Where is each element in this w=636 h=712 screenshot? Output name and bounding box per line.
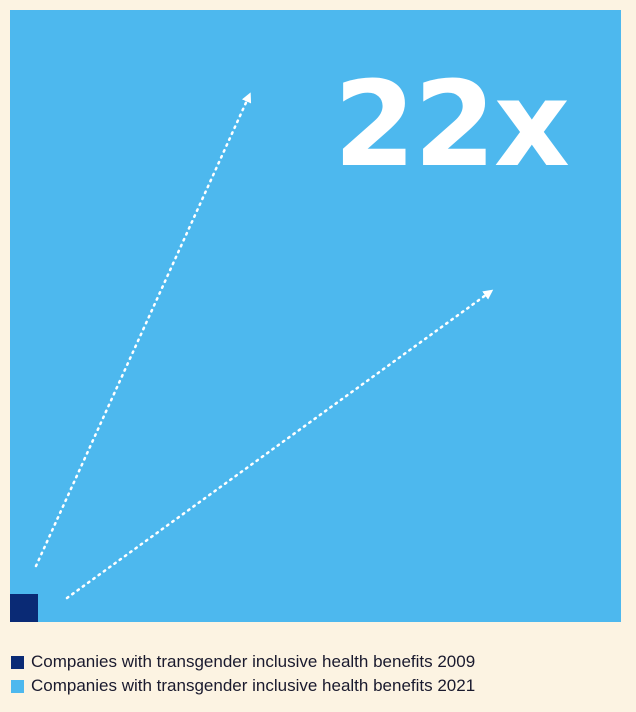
multiplier-label: 22x [334,55,569,193]
chart: 22x [10,10,621,622]
square-2009 [10,594,38,622]
legend-item-2021: Companies with transgender inclusive hea… [11,674,631,698]
growth-arrow-lower [65,289,494,600]
square-2021 [10,10,621,622]
growth-arrow-upper [34,92,252,568]
legend-label-2009: Companies with transgender inclusive hea… [31,652,476,671]
legend: Companies with transgender inclusive hea… [11,650,631,698]
legend-label-2021: Companies with transgender inclusive hea… [31,676,476,695]
legend-swatch-2021 [11,679,24,693]
legend-item-2009: Companies with transgender inclusive hea… [11,650,631,674]
legend-swatch-2009 [11,655,24,669]
